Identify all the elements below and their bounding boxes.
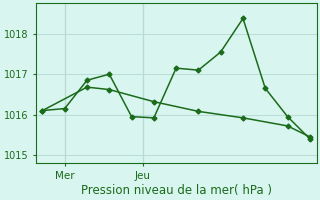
X-axis label: Pression niveau de la mer( hPa ): Pression niveau de la mer( hPa ) xyxy=(81,184,272,197)
